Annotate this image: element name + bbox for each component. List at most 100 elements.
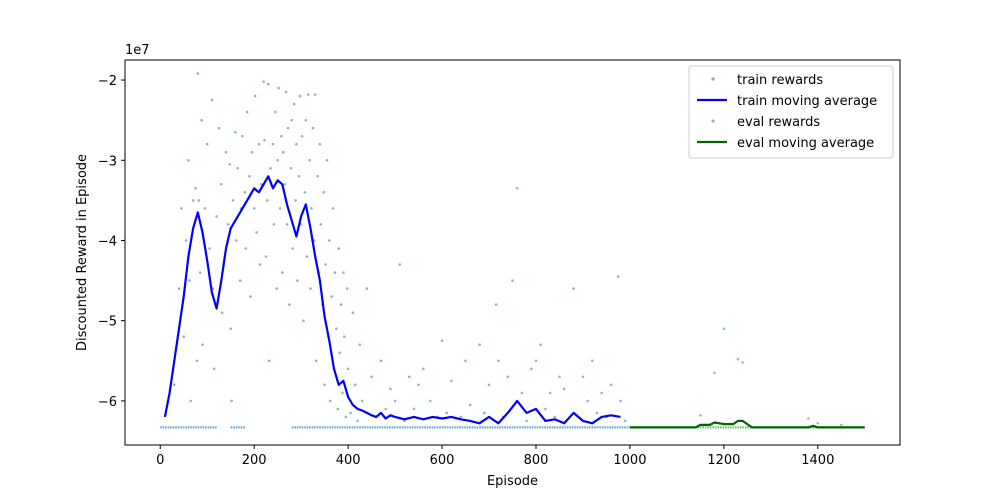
train-reward-point: [262, 80, 265, 83]
train-reward-point: [283, 183, 287, 186]
train-reward-point: [281, 271, 284, 274]
train-reward-point: [331, 207, 335, 210]
train-reward-point: [310, 207, 313, 210]
train-reward-point: [623, 419, 627, 423]
train-reward-point: [412, 407, 416, 411]
train-reward-point: [173, 383, 176, 387]
train-reward-point: [322, 191, 326, 194]
train-reward-point: [276, 159, 280, 162]
train-reward-point: [275, 287, 279, 290]
moving-average-lines: [163, 175, 865, 429]
train-reward-point: [349, 411, 352, 415]
train-reward-point: [201, 343, 204, 347]
train-reward-point: [398, 263, 402, 266]
train-reward-point: [351, 311, 355, 315]
legend-label: eval moving average: [737, 136, 874, 151]
train-reward-point: [309, 287, 312, 290]
legend: train rewards train moving average eval re…: [688, 65, 894, 159]
train-reward-point: [241, 134, 244, 138]
train-reward-point: [244, 247, 247, 250]
train-reward-point: [333, 271, 337, 274]
train-reward-point: [337, 247, 341, 250]
train-reward-point: [245, 110, 249, 114]
train-reward-point: [269, 167, 272, 170]
train-reward-point: [296, 279, 299, 282]
eval-reward-point: [722, 327, 726, 331]
train-reward-point: [345, 287, 349, 290]
x-tick-label: 600: [430, 453, 455, 468]
x-tick-label: 1000: [613, 453, 646, 468]
train-reward-point: [379, 359, 383, 363]
train-reward-point: [450, 379, 453, 383]
train-reward-point: [316, 175, 319, 178]
train-reward-point: [384, 407, 388, 411]
train-reward-point: [487, 383, 491, 387]
train-reward-point: [187, 159, 190, 162]
eval-reward-point: [807, 417, 810, 420]
train-reward-point: [365, 287, 369, 290]
y-axis-label: Discounted Reward in Episode: [75, 154, 90, 351]
y-tick-label: −2: [98, 74, 117, 89]
train-reward-point: [429, 399, 432, 403]
train-reward-point: [297, 175, 301, 178]
train-reward-point: [208, 247, 211, 250]
y-tick-label: −4: [98, 234, 117, 249]
train-reward-point: [417, 383, 420, 387]
train-reward-point: [274, 110, 277, 114]
train-reward-point: [335, 327, 338, 331]
train-reward-point: [259, 183, 263, 186]
train-reward-point: [445, 411, 449, 415]
train-reward-point: [224, 150, 228, 154]
train-reward-point: [228, 163, 231, 166]
train-reward-point: [292, 102, 296, 106]
train-reward-point: [353, 383, 357, 387]
train-reward-point: [291, 247, 295, 250]
train-reward-point: [324, 263, 327, 266]
train-reward-point: [200, 118, 203, 122]
eval-moving-average-line: [629, 419, 865, 429]
train-reward-point: [323, 383, 326, 387]
train-reward-point: [494, 303, 498, 306]
train-reward-point: [198, 271, 202, 274]
eval-reward-point: [713, 371, 716, 375]
train-reward-point: [295, 142, 298, 146]
train-reward-point: [313, 93, 317, 96]
plot-frame: [124, 59, 901, 446]
eval-reward-point: [840, 423, 843, 427]
train-reward-point: [318, 142, 322, 146]
y-axis-offset-text: 1e7: [125, 43, 150, 58]
train-reward-point: [558, 375, 561, 379]
y-tick-label: −5: [98, 315, 117, 330]
train-reward-point: [407, 375, 411, 379]
train-reward-point: [319, 223, 323, 226]
train-reward-point: [525, 419, 528, 423]
train-reward-point: [370, 375, 373, 379]
train-reward-point: [197, 199, 200, 202]
train-reward-point: [253, 94, 257, 98]
train-reward-point: [341, 391, 344, 395]
train-reward-point: [358, 343, 362, 347]
train-reward-point: [302, 319, 305, 323]
train-reward-point: [619, 399, 622, 403]
train-reward-point: [506, 375, 510, 379]
train-reward-point: [289, 167, 293, 170]
train-reward-point: [284, 90, 288, 94]
x-tick-label: 800: [524, 453, 549, 468]
train-reward-point: [478, 343, 481, 347]
train-reward-point: [271, 142, 275, 146]
scatter-points: [173, 72, 843, 427]
train-reward-point: [530, 367, 533, 371]
train-reward-point: [205, 142, 209, 146]
train-reward-point: [191, 199, 195, 202]
train-reward-point: [389, 387, 392, 391]
train-reward-point: [393, 399, 397, 403]
y-tick-label: −3: [98, 154, 117, 169]
train-reward-point: [581, 375, 585, 379]
train-reward-point: [194, 187, 197, 190]
train-reward-point: [248, 175, 251, 178]
legend-label: eval rewards: [737, 115, 820, 130]
plot-area: [160, 72, 865, 429]
train-reward-point: [195, 359, 199, 363]
x-tick-label: 200: [242, 453, 267, 468]
